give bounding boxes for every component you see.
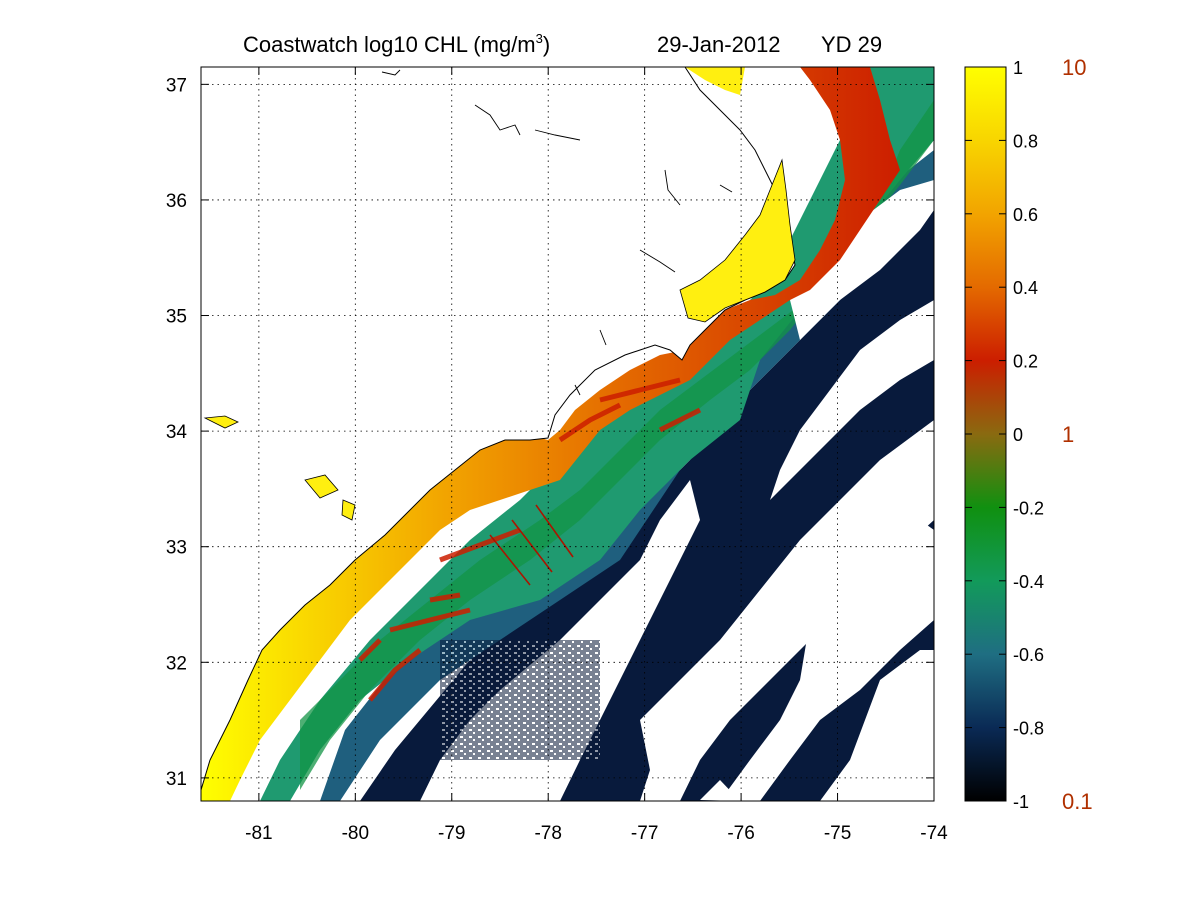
cloud-speckle: [440, 640, 600, 760]
colorbar-linear-label: 10: [1062, 55, 1086, 80]
colorbar-tick-label: -0.8: [1013, 719, 1044, 739]
title-date: 29-Jan-2012: [657, 32, 781, 57]
y-tick-label: 36: [166, 191, 187, 212]
y-axis: 37 36 35 34 33 32 31: [166, 75, 934, 790]
inland-lake-2: [341, 499, 356, 521]
colorbar-tick-label: 0.2: [1013, 352, 1038, 372]
map-frame: [200, 66, 935, 802]
grid-lines: [201, 67, 934, 801]
y-tick-label: 33: [166, 538, 187, 559]
x-tick-label: -78: [534, 823, 561, 844]
chesapeake-region: [685, 67, 745, 95]
colorbar-tick-label: 0.4: [1013, 278, 1038, 298]
colorbar-tick-label: 0.8: [1013, 131, 1038, 151]
colorbar-linear-label: 1: [1062, 422, 1074, 447]
x-tick-label: -76: [727, 823, 754, 844]
x-tick-label: -80: [342, 823, 369, 844]
y-tick-label: 37: [166, 75, 187, 96]
y-tick-label: 32: [166, 653, 187, 674]
colorbar-tick-label: -0.6: [1013, 645, 1044, 665]
colorbar-ticks: 1 0.8 0.6 0.4 0.2 0 -0.2 -0.4 -0.6 -0.8 -1: [965, 58, 1044, 812]
title-suffix: ): [543, 32, 550, 57]
x-tick-label: -75: [824, 823, 851, 844]
colorbar-linear-labels: 10 1 0.1: [1062, 55, 1093, 814]
colorbar-linear-label: 0.1: [1062, 789, 1093, 814]
map-title: Coastwatch log10 CHL (mg/m3): [243, 31, 550, 57]
inland-rivers: [381, 69, 733, 396]
x-tick-label: -79: [438, 823, 465, 844]
colorbar-tick-label: 0: [1013, 425, 1023, 445]
inland-lake-3: [203, 415, 239, 429]
pamlico-sound: [679, 158, 796, 323]
x-axis: -81 -80 -79 -78 -77 -76 -75 -74: [245, 67, 948, 844]
colorbar-tick-label: 1: [1013, 58, 1023, 78]
map-panel: [201, 67, 934, 801]
colorbar-tick-label: -0.2: [1013, 498, 1044, 518]
transect-lines: [489, 504, 574, 586]
colorbar-tick-label: 0.6: [1013, 205, 1038, 225]
x-tick-label: -77: [631, 823, 658, 844]
title-prefix: Coastwatch log10 CHL (mg/m: [243, 32, 536, 57]
colorbar-tick-label: -0.4: [1013, 572, 1044, 592]
title-yearday: YD 29: [821, 32, 882, 57]
x-tick-label: -74: [920, 823, 948, 844]
colorbar-tick-label: -1: [1013, 792, 1029, 812]
y-tick-label: 35: [166, 307, 187, 328]
title-superscript: 3: [536, 31, 543, 46]
inland-lake-1: [304, 474, 339, 499]
x-tick-label: -81: [245, 823, 272, 844]
shelf-red-streaks: [358, 377, 702, 702]
y-tick-label: 34: [166, 422, 188, 443]
y-tick-label: 31: [166, 769, 187, 790]
